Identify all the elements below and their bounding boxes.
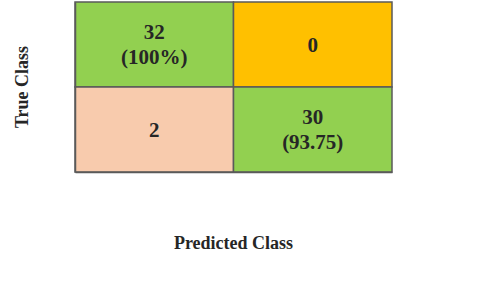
chart: 32(100%) 0 2 30(93.75) True Class Predicted C…: [0, 0, 500, 282]
cell-label: 0: [308, 33, 319, 57]
x-axis: [76, 172, 393, 173]
y-axis-title: True Class: [12, 46, 32, 128]
cell-label: 2: [149, 118, 160, 142]
axis-line: [76, 172, 393, 174]
matrix-cell: [75, 2, 234, 87]
data-labels: 32(100%) 0 2 30(93.75): [121, 20, 343, 154]
cell-label: 30(93.75): [282, 105, 343, 154]
x-axis-title: Predicted Class: [174, 233, 293, 253]
axis-line: [75, 3, 77, 173]
y-axis: [75, 3, 76, 173]
matrix-cell: [75, 87, 234, 172]
matrix-cell: [234, 2, 393, 87]
cells: [75, 2, 392, 172]
cell-label: 32(100%): [121, 20, 188, 69]
matrix-cell: [234, 87, 393, 172]
